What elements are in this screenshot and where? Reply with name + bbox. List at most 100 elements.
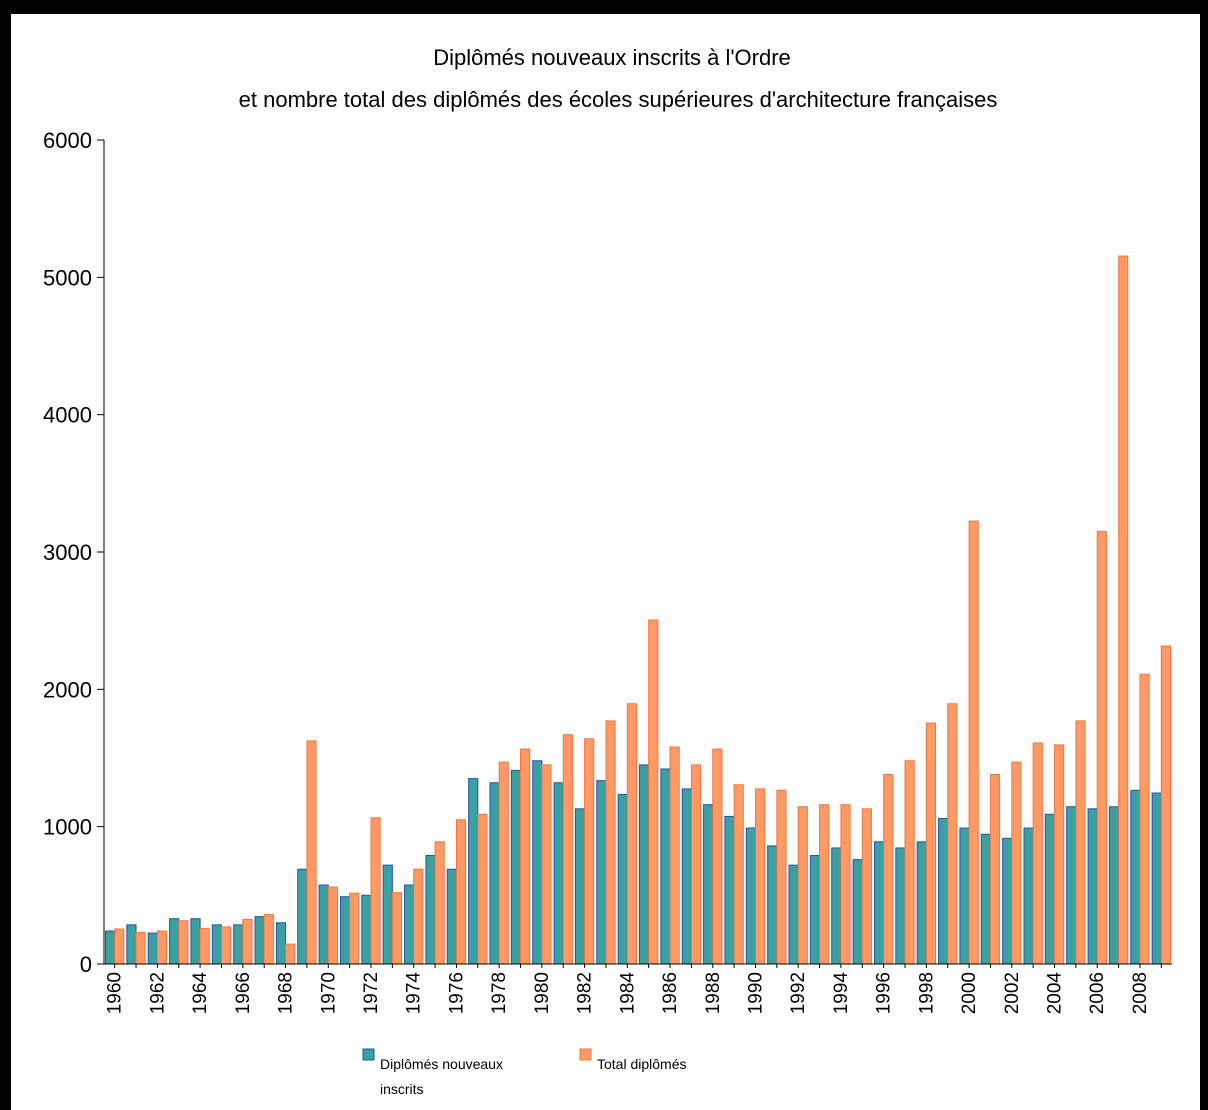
legend: Diplômés nouveaux inscrits Total diplômés xyxy=(362,1048,687,1097)
x-tick-label: 1980 xyxy=(532,972,553,1014)
bar-total-diplomes-1978 xyxy=(498,761,509,965)
legend-label: Diplômés nouveaux xyxy=(380,1056,503,1072)
bar-total-diplomes-1973 xyxy=(391,892,403,965)
bar-total-diplomes-1975 xyxy=(434,841,445,965)
bar-total-diplomes-2009 xyxy=(1160,645,1171,965)
x-axis: 1960 1962 1964 1966 1968 1970 1972 1974 1976 1978… xyxy=(104,963,1172,1015)
bar-total-diplomes-2004 xyxy=(1054,744,1065,965)
bar-nouveaux-inscrits-1997 xyxy=(895,847,906,965)
bar-nouveaux-inscrits-1994 xyxy=(831,847,842,965)
bar-nouveaux-inscrits-1996 xyxy=(873,841,885,965)
bar-total-diplomes-1995 xyxy=(861,808,872,965)
bar-nouveaux-inscrits-2003 xyxy=(1023,827,1034,965)
bar-nouveaux-inscrits-1965 xyxy=(211,924,222,965)
bar-nouveaux-inscrits-2004 xyxy=(1044,813,1056,965)
y-tick-label: 6000 xyxy=(43,128,92,153)
bar-nouveaux-inscrits-1967 xyxy=(254,916,265,965)
bar-total-diplomes-1969 xyxy=(306,740,317,965)
legend-label-line2: inscrits xyxy=(380,1081,424,1097)
x-tick-label: 1998 xyxy=(916,972,937,1014)
bar-nouveaux-inscrits-1969 xyxy=(297,868,308,965)
y-tick-label: 1000 xyxy=(43,815,92,840)
chart-title: Diplômés nouveaux inscrits à l'Ordre xyxy=(433,45,791,70)
bar-total-diplomes-1977 xyxy=(477,813,488,965)
x-tick-label: 1960 xyxy=(105,972,126,1014)
y-tick-label: 0 xyxy=(80,952,92,977)
x-tick-label: 1996 xyxy=(874,972,895,1014)
bars xyxy=(105,255,1171,965)
bar-nouveaux-inscrits-1966 xyxy=(233,924,244,965)
x-tick-label: 1984 xyxy=(617,972,638,1015)
bar-nouveaux-inscrits-1992 xyxy=(788,864,799,965)
x-tick-label: 1972 xyxy=(361,972,382,1014)
bar-nouveaux-inscrits-1986 xyxy=(660,768,671,965)
bar-nouveaux-inscrits-2000 xyxy=(959,827,970,965)
bar-total-diplomes-1981 xyxy=(562,734,573,965)
bar-nouveaux-inscrits-1990 xyxy=(745,827,756,965)
bar-nouveaux-inscrits-2008 xyxy=(1130,789,1141,965)
bar-total-diplomes-2000 xyxy=(968,520,979,965)
x-tick-label: 1992 xyxy=(788,972,809,1014)
chart-frame-left xyxy=(0,0,11,1110)
bar-nouveaux-inscrits-2006 xyxy=(1087,808,1098,965)
bar-total-diplomes-1962 xyxy=(156,930,168,965)
x-tick-label: 1982 xyxy=(575,972,596,1014)
legend-swatch-total-diplomes xyxy=(579,1048,592,1061)
bar-nouveaux-inscrits-1984 xyxy=(617,793,628,965)
bar-total-diplomes-1968 xyxy=(285,943,296,965)
x-tick-label: 1978 xyxy=(489,972,510,1014)
bar-total-diplomes-1961 xyxy=(135,931,146,965)
bar-nouveaux-inscrits-1991 xyxy=(767,845,778,965)
x-tick-label: 1974 xyxy=(404,972,425,1015)
bar-nouveaux-inscrits-1962 xyxy=(147,932,158,965)
bar-nouveaux-inscrits-1960 xyxy=(105,930,116,965)
bar-total-diplomes-1965 xyxy=(220,926,232,965)
bar-total-diplomes-1990 xyxy=(754,788,766,965)
bar-nouveaux-inscrits-1993 xyxy=(809,855,821,965)
bar-total-diplomes-1976 xyxy=(455,819,467,965)
bar-total-diplomes-2002 xyxy=(1011,761,1022,965)
chart-frame-right xyxy=(1200,0,1208,1110)
bar-total-diplomes-1984 xyxy=(626,703,638,965)
bar-total-diplomes-1980 xyxy=(541,764,552,965)
bar-total-diplomes-1960 xyxy=(114,928,125,965)
bar-total-diplomes-1997 xyxy=(904,760,915,965)
bar-total-diplomes-2007 xyxy=(1118,255,1129,965)
bar-nouveaux-inscrits-1989 xyxy=(724,815,735,965)
legend-label: Total diplômés xyxy=(597,1056,687,1072)
y-tick-label: 5000 xyxy=(43,265,92,290)
bar-nouveaux-inscrits-1999 xyxy=(938,817,949,965)
y-tick-label: 2000 xyxy=(43,677,92,702)
bar-total-diplomes-2006 xyxy=(1096,530,1107,965)
bar-total-diplomes-1994 xyxy=(840,804,851,965)
bar-nouveaux-inscrits-1980 xyxy=(532,760,543,965)
bar-nouveaux-inscrits-1973 xyxy=(382,864,393,965)
bar-total-diplomes-2005 xyxy=(1075,720,1086,965)
bar-nouveaux-inscrits-1985 xyxy=(639,764,650,965)
x-tick-label: 1988 xyxy=(703,972,724,1014)
bar-total-diplomes-2001 xyxy=(989,773,1001,965)
bar-total-diplomes-1979 xyxy=(520,748,531,965)
x-tick-label: 2008 xyxy=(1130,972,1151,1014)
bar-total-diplomes-1986 xyxy=(669,746,680,965)
x-tick-label: 1976 xyxy=(446,972,467,1014)
bar-nouveaux-inscrits-1976 xyxy=(446,868,457,965)
bar-nouveaux-inscrits-1979 xyxy=(510,769,522,965)
x-tick-label: 2000 xyxy=(959,972,980,1014)
bar-nouveaux-inscrits-1978 xyxy=(489,782,500,965)
bar-total-diplomes-1993 xyxy=(819,804,830,965)
bar-nouveaux-inscrits-2002 xyxy=(1002,837,1013,965)
bar-total-diplomes-1985 xyxy=(648,619,659,965)
bar-nouveaux-inscrits-1981 xyxy=(553,782,564,965)
x-tick-label: 1970 xyxy=(318,972,339,1014)
x-tick-label: 1968 xyxy=(276,972,297,1014)
x-tick-label: 1962 xyxy=(147,972,168,1014)
y-tick-label: 4000 xyxy=(43,403,92,428)
bar-total-diplomes-2003 xyxy=(1032,742,1043,965)
bar-total-diplomes-1988 xyxy=(712,748,723,965)
x-tick-label: 1966 xyxy=(233,972,254,1014)
bar-nouveaux-inscrits-1988 xyxy=(703,804,714,965)
legend-swatch-nouveaux-inscrits xyxy=(362,1048,375,1061)
bar-total-diplomes-1966 xyxy=(242,918,253,965)
